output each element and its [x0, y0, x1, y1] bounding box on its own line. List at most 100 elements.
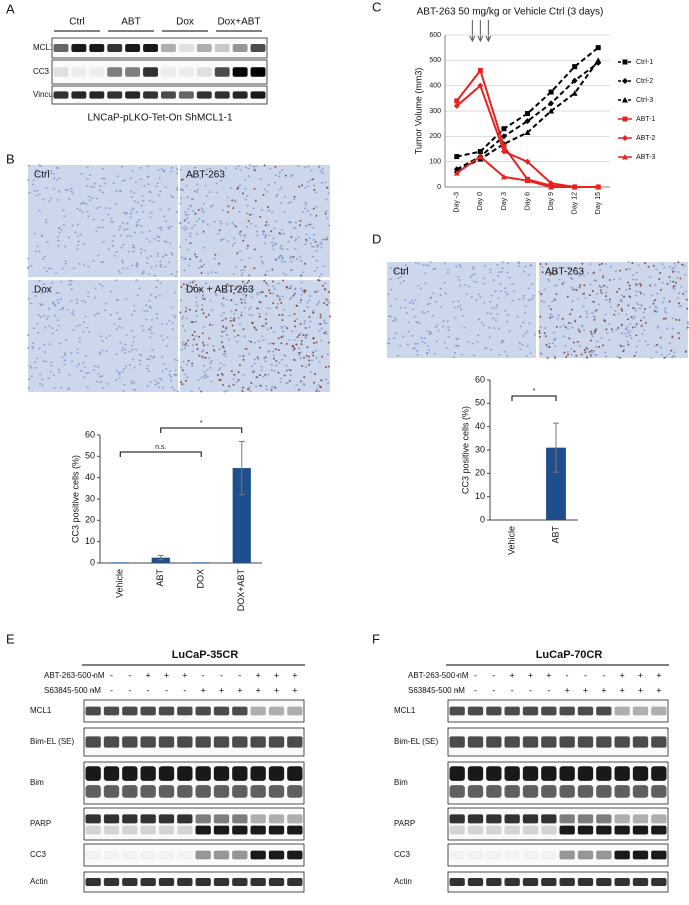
nucleus	[130, 209, 133, 212]
nucleus	[160, 334, 163, 337]
nucleus	[134, 348, 138, 351]
band	[449, 825, 465, 835]
nucleus	[625, 335, 629, 338]
stained-cell	[293, 320, 296, 323]
nucleus	[452, 300, 455, 303]
band	[122, 736, 138, 748]
nucleus	[45, 186, 48, 189]
stained-cell	[672, 280, 675, 283]
nucleus	[595, 345, 598, 348]
nucleus	[637, 303, 640, 306]
band	[614, 825, 630, 835]
nucleus	[104, 207, 107, 209]
band	[158, 878, 175, 886]
bracket	[119, 451, 202, 457]
band	[161, 91, 176, 99]
nucleus	[61, 267, 65, 270]
nucleus	[195, 220, 199, 223]
nucleus	[41, 384, 44, 387]
band	[614, 785, 630, 798]
blot-frame	[447, 761, 669, 805]
nucleus	[121, 180, 125, 183]
nucleus	[210, 287, 214, 290]
nucleus	[326, 353, 330, 356]
stained-cell	[603, 320, 606, 323]
stained-cell	[652, 264, 655, 267]
row-label: Bim	[394, 778, 408, 787]
nucleus	[584, 297, 587, 299]
band	[287, 878, 303, 886]
nucleus	[31, 291, 35, 294]
stained-cell	[566, 353, 569, 356]
nucleus	[215, 294, 218, 297]
stained-cell	[617, 326, 620, 329]
nucleus	[139, 251, 143, 254]
nucleus	[648, 275, 652, 278]
band	[486, 766, 502, 781]
image-label: Dox + ABT-263	[186, 285, 254, 296]
nucleus	[82, 330, 85, 333]
nucleus	[103, 309, 107, 312]
nucleus	[655, 310, 659, 313]
band	[232, 706, 248, 716]
nucleus	[122, 389, 125, 392]
stained-cell	[590, 333, 593, 336]
nucleus	[571, 326, 574, 329]
stained-cell	[280, 336, 283, 339]
band	[158, 706, 175, 716]
band	[651, 706, 667, 716]
nucleus	[396, 354, 399, 357]
nucleus	[157, 194, 161, 197]
nucleus	[183, 225, 187, 228]
band	[213, 736, 230, 748]
nucleus	[202, 263, 206, 266]
nucleus	[248, 313, 251, 316]
nucleus	[79, 202, 83, 205]
band	[140, 814, 156, 824]
nucleus	[273, 243, 276, 246]
stained-cell	[601, 276, 604, 279]
stained-cell	[303, 291, 306, 294]
nucleus	[270, 211, 274, 214]
y-tick-label: 400	[429, 83, 441, 90]
nucleus	[673, 262, 676, 265]
x-tick-label: ABT	[550, 526, 560, 544]
panel-letter: A	[6, 1, 15, 16]
stained-cell	[265, 221, 268, 224]
nucleus	[103, 177, 106, 180]
nucleus	[304, 225, 308, 227]
band	[85, 785, 101, 798]
stained-cell	[278, 298, 281, 301]
nucleus	[317, 300, 321, 303]
nucleus	[651, 294, 654, 297]
data-point	[501, 126, 507, 132]
nucleus	[618, 277, 622, 280]
nucleus	[178, 222, 182, 225]
nucleus	[226, 196, 229, 199]
nucleus	[76, 298, 79, 301]
treatment-sign: -	[529, 685, 532, 695]
nucleus	[27, 257, 30, 260]
nucleus	[527, 273, 530, 276]
blot-frame	[83, 727, 305, 757]
nucleus	[424, 263, 428, 266]
stained-cell	[677, 302, 680, 305]
nucleus	[33, 190, 36, 192]
nucleus	[664, 312, 668, 314]
nucleus	[40, 235, 43, 237]
band	[268, 850, 285, 860]
nucleus	[266, 191, 269, 193]
arrow-head	[485, 35, 492, 43]
nucleus	[149, 293, 153, 296]
nucleus	[261, 335, 264, 338]
nucleus	[98, 351, 102, 354]
nucleus	[157, 240, 160, 242]
nucleus	[70, 360, 74, 363]
band	[651, 736, 667, 748]
band	[177, 785, 193, 798]
nucleus	[182, 360, 185, 363]
band	[449, 785, 465, 798]
nucleus	[269, 307, 272, 310]
nucleus	[149, 306, 153, 309]
nucleus	[128, 364, 132, 366]
